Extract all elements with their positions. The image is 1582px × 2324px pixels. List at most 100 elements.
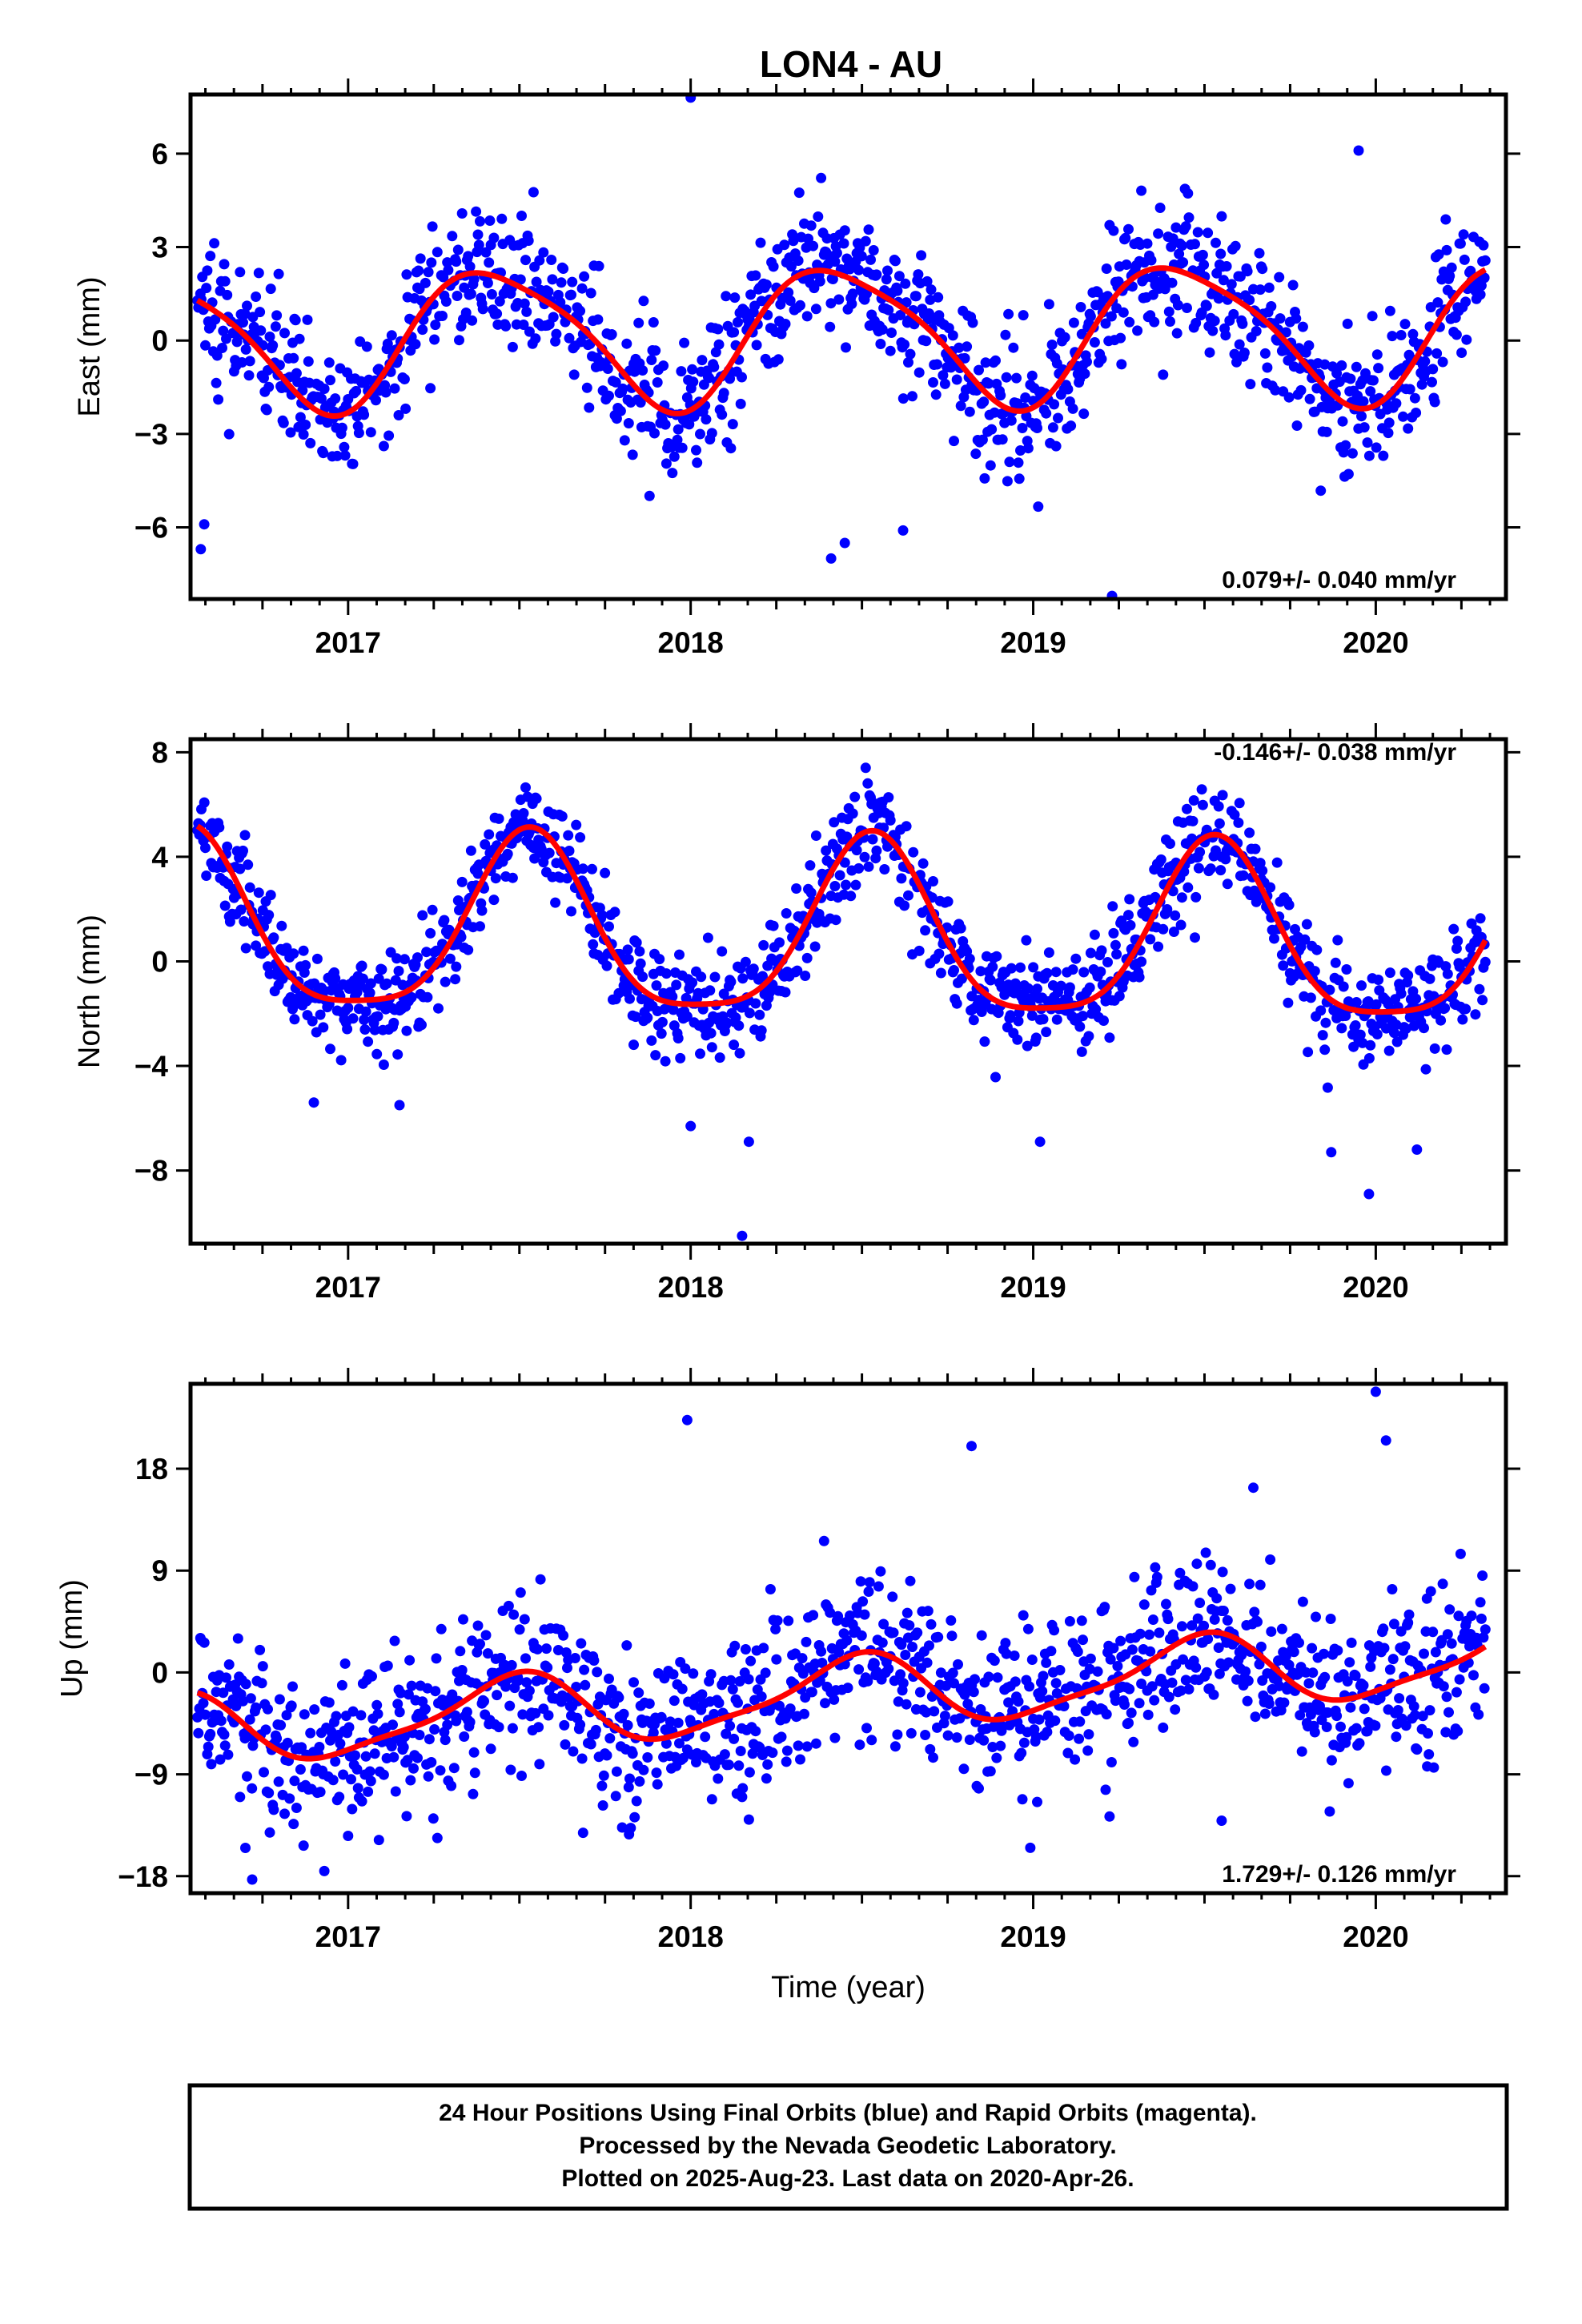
data-point: [371, 395, 381, 406]
y-tick-label: 18: [135, 1453, 168, 1486]
data-point: [443, 264, 454, 275]
data-point: [1409, 392, 1420, 404]
data-point: [932, 359, 942, 370]
data-point: [1195, 1598, 1206, 1608]
data-point: [1146, 1585, 1157, 1596]
data-point: [914, 1687, 926, 1698]
data-point: [1197, 799, 1208, 810]
data-point: [1350, 1671, 1361, 1681]
data-point: [1422, 1761, 1433, 1772]
data-point: [1214, 1668, 1225, 1679]
data-point: [1244, 295, 1255, 306]
data-point: [992, 1672, 1003, 1683]
data-point: [967, 317, 978, 328]
data-point: [524, 1685, 535, 1696]
data-point: [530, 333, 541, 344]
data-point: [935, 967, 946, 979]
data-point: [929, 1706, 940, 1717]
data-point: [371, 1699, 383, 1711]
data-point: [287, 1681, 298, 1692]
x-tick-label: 2017: [315, 1920, 381, 1953]
data-point: [1351, 997, 1362, 1007]
data-point: [1431, 348, 1443, 359]
data-point: [839, 857, 850, 868]
data-point: [1358, 1680, 1369, 1691]
data-point: [307, 1015, 318, 1027]
data-point: [575, 1719, 586, 1731]
data-point: [442, 257, 453, 268]
data-point: [892, 1729, 903, 1740]
data-point: [847, 288, 858, 300]
data-point: [1084, 1663, 1095, 1675]
data-point: [1072, 1647, 1083, 1657]
data-point: [488, 232, 500, 243]
data-point: [1332, 935, 1343, 946]
data-point: [829, 1694, 840, 1705]
data-point: [1309, 966, 1320, 977]
data-point: [390, 1786, 401, 1797]
data-point: [734, 1676, 745, 1687]
data-point: [687, 364, 698, 375]
data-point: [1153, 228, 1164, 239]
data-point: [343, 1722, 355, 1733]
data-point: [764, 987, 775, 999]
data-point: [774, 937, 785, 948]
data-point: [406, 991, 417, 1003]
data-point: [979, 472, 990, 484]
data-point: [571, 819, 582, 830]
data-point: [359, 1014, 370, 1025]
data-point: [468, 1788, 479, 1799]
data-point: [516, 211, 527, 221]
data-point: [585, 1739, 596, 1750]
data-point: [615, 405, 626, 416]
data-point: [1149, 1695, 1160, 1706]
data-point: [1001, 372, 1012, 383]
data-point: [395, 1687, 406, 1699]
data-point: [942, 1730, 954, 1741]
data-point: [850, 879, 861, 891]
data-point: [1211, 267, 1223, 279]
data-point: [550, 897, 561, 908]
data-point: [885, 814, 896, 826]
data-point: [464, 261, 476, 272]
data-point: [706, 428, 717, 439]
data-point: [980, 357, 991, 368]
data-point: [1359, 422, 1370, 433]
data-point: [1070, 953, 1082, 964]
data-point: [1144, 1629, 1154, 1640]
data-point: [616, 1822, 628, 1833]
data-point: [1042, 967, 1053, 979]
data-point: [1283, 899, 1295, 911]
data-point: [684, 419, 695, 430]
data-point: [1165, 316, 1175, 327]
data-point: [1367, 311, 1378, 322]
data-point: [721, 1728, 732, 1739]
data-point: [1085, 947, 1096, 959]
data-point: [288, 1819, 299, 1830]
data-point: [743, 1674, 754, 1685]
data-point: [1214, 818, 1225, 829]
data-point: [581, 382, 592, 393]
data-point: [1283, 392, 1295, 403]
data-point: [569, 1653, 580, 1663]
data-point: [642, 1012, 653, 1023]
data-point: [1043, 299, 1054, 310]
data-point: [666, 441, 677, 452]
data-point: [1408, 1701, 1419, 1712]
panel-up: 2017 2018 2019 2020 −18 −9 0 9 18 Up (mm) 1.729+…: [55, 1368, 1520, 2004]
data-point: [827, 274, 838, 284]
data-point: [924, 1640, 934, 1651]
data-point: [412, 1752, 423, 1763]
data-point: [255, 307, 266, 318]
data-point: [485, 1743, 496, 1755]
data-point: [259, 1767, 269, 1778]
data-point: [1387, 331, 1398, 342]
y-tick-label: 3: [151, 231, 168, 264]
data-point: [556, 277, 567, 288]
data-point: [534, 255, 545, 266]
data-point: [691, 1757, 701, 1767]
data-point: [1134, 1698, 1145, 1709]
data-point: [546, 255, 557, 265]
data-point: [1213, 293, 1224, 304]
